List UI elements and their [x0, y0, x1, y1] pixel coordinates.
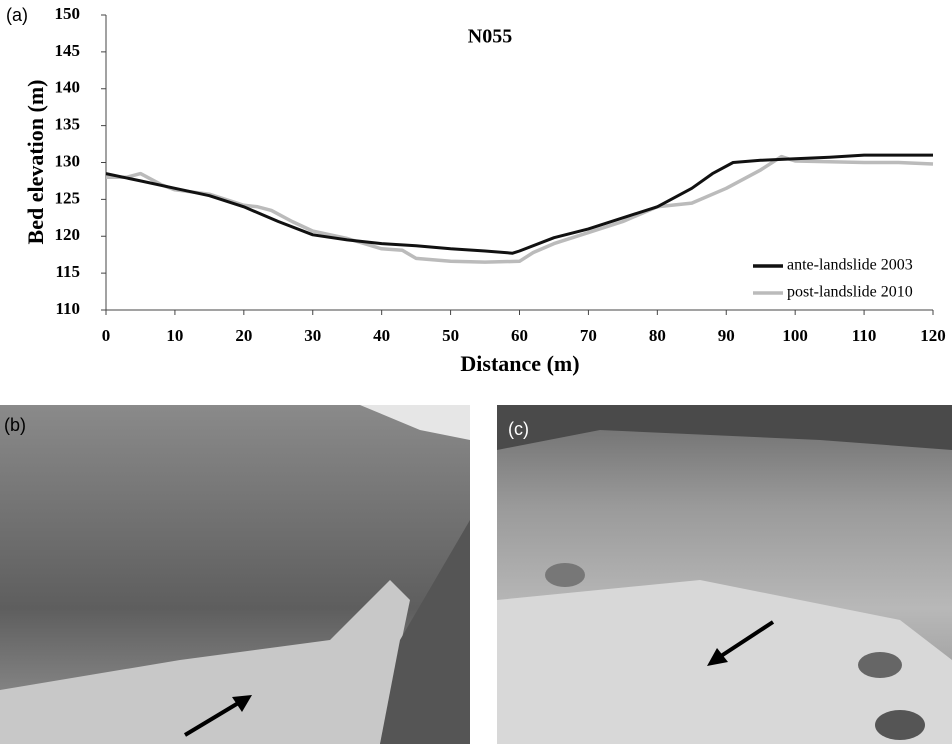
- panel-label: (c): [508, 419, 529, 439]
- x-axis-label: Distance (m): [460, 351, 579, 376]
- photo-c: [497, 405, 952, 744]
- x-tick-label: 50: [442, 326, 459, 345]
- legend-label: post-landslide 2010: [787, 284, 913, 301]
- y-tick-label: 135: [55, 115, 81, 134]
- x-tick-label: 40: [373, 326, 390, 345]
- x-tick-label: 100: [782, 326, 808, 345]
- x-tick-label: 0: [102, 326, 111, 345]
- x-tick-label: 30: [304, 326, 321, 345]
- chart-title: N055: [468, 26, 512, 48]
- photo-b: [0, 405, 470, 744]
- x-tick-label: 10: [166, 326, 183, 345]
- x-tick-label: 70: [580, 326, 597, 345]
- panel-label: (a): [6, 5, 28, 25]
- x-tick-label: 60: [511, 326, 528, 345]
- y-tick-label: 125: [55, 188, 81, 207]
- y-axis-label: Bed elevation (m): [23, 80, 48, 245]
- legend-label: ante-landslide 2003: [787, 257, 913, 274]
- series-line: [106, 157, 933, 263]
- y-tick-label: 145: [55, 41, 81, 60]
- x-tick-label: 110: [852, 326, 877, 345]
- panel-label: (b): [4, 415, 26, 435]
- y-tick-label: 120: [55, 225, 81, 244]
- x-tick-label: 20: [235, 326, 252, 345]
- series-line: [106, 155, 933, 253]
- x-tick-label: 120: [920, 326, 946, 345]
- y-tick-label: 110: [55, 299, 80, 318]
- x-tick-label: 80: [649, 326, 666, 345]
- x-tick-label: 90: [718, 326, 735, 345]
- y-tick-label: 130: [55, 151, 81, 170]
- figure: (a) N055 Distance (m) Bed elevation (m) …: [0, 0, 952, 744]
- y-tick-label: 140: [55, 78, 81, 97]
- y-tick-label: 150: [55, 4, 81, 23]
- y-tick-label: 115: [55, 262, 80, 281]
